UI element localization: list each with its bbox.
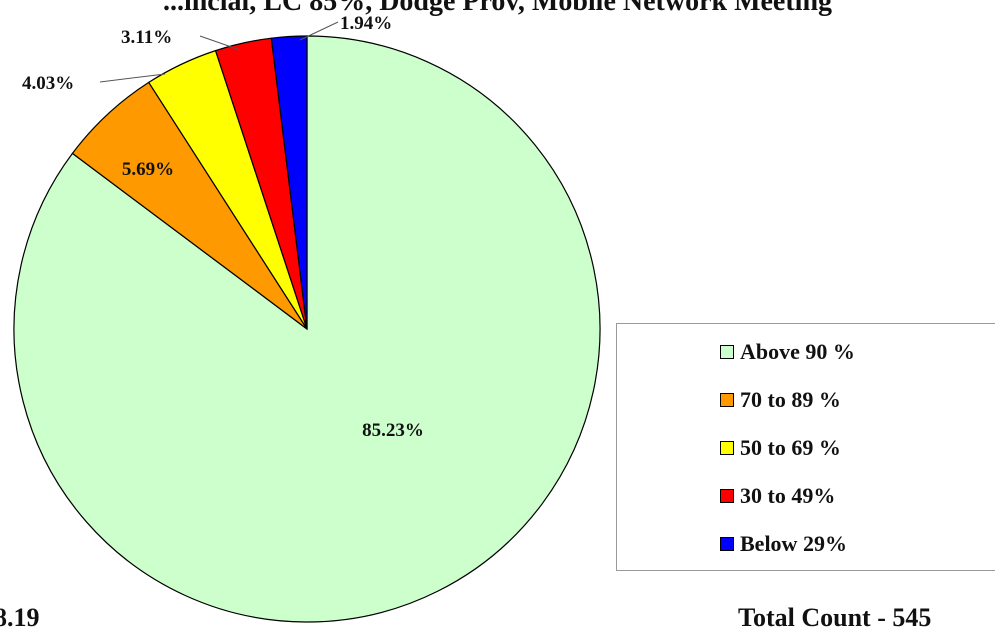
leader-line-50-to-69 [99, 73, 166, 83]
legend-label-70-to-89: 70 to 89 % [740, 387, 841, 412]
slice-label-50-to-69: 4.03% [22, 73, 74, 94]
legend-swatch-above-90 [720, 345, 734, 359]
leader-line-below-29 [299, 21, 339, 41]
slice-label-above-90: 85.23% [362, 420, 424, 441]
legend-item-30-to-49: 30 to 49% [720, 481, 835, 511]
legend-item-70-to-89: 70 to 89 % [720, 385, 841, 415]
slice-label-below-29: 1.94% [340, 13, 392, 34]
total-count: Total Count - 545 [738, 603, 932, 632]
legend-label-50-to-69: 50 to 69 % [740, 435, 841, 460]
legend-item-above-90: Above 90 % [720, 337, 855, 367]
legend-swatch-below-29 [720, 537, 734, 551]
chart-title: ...incial, LC 85%, Dodge Prov, Mobile Ne… [162, 0, 833, 17]
legend-label-below-29: Below 29% [740, 531, 847, 556]
pie-slice-above-90 [13, 35, 601, 623]
pie-slice-below-29 [270, 35, 308, 330]
footer-left-value: 8.19 [0, 603, 40, 632]
legend-item-50-to-69: 50 to 69 % [720, 433, 841, 463]
legend-item-below-29: Below 29% [720, 529, 847, 559]
leader-line-30-to-49 [199, 35, 241, 51]
legend-label-above-90: Above 90 % [740, 339, 855, 364]
legend-label-30-to-49: 30 to 49% [740, 483, 836, 508]
legend: Above 90 % 70 to 89 % 50 to 69 % 30 to 4… [616, 323, 995, 571]
slice-label-70-to-89: 5.69% [122, 159, 174, 180]
slice-label-30-to-49: 3.11% [121, 27, 172, 48]
legend-swatch-50-to-69 [720, 441, 734, 455]
legend-swatch-70-to-89 [720, 393, 734, 407]
legend-swatch-30-to-49 [720, 489, 734, 503]
